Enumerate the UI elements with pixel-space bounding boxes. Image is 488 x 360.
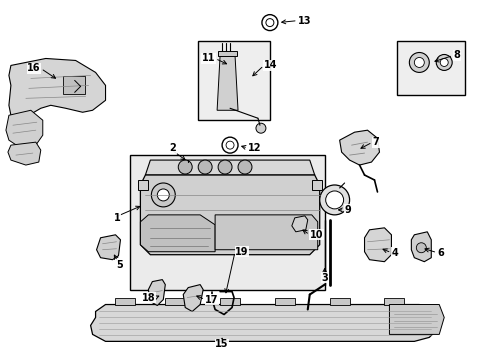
Text: 17: 17 <box>205 294 218 305</box>
Text: 18: 18 <box>142 293 155 302</box>
Circle shape <box>255 123 265 133</box>
Text: 3: 3 <box>321 273 327 283</box>
Polygon shape <box>148 280 165 306</box>
Polygon shape <box>145 160 314 175</box>
Text: 13: 13 <box>297 15 311 26</box>
Text: 11: 11 <box>201 54 215 63</box>
Circle shape <box>415 243 426 253</box>
Polygon shape <box>96 235 120 260</box>
Polygon shape <box>8 142 41 165</box>
Text: 10: 10 <box>309 230 323 240</box>
Circle shape <box>413 58 424 67</box>
Circle shape <box>198 160 212 174</box>
Text: 7: 7 <box>372 137 379 147</box>
Circle shape <box>325 191 343 209</box>
Bar <box>130 155 324 289</box>
Text: 4: 4 <box>390 248 397 258</box>
Polygon shape <box>410 232 430 262</box>
Circle shape <box>439 58 447 67</box>
Polygon shape <box>9 58 105 120</box>
Polygon shape <box>217 55 238 110</box>
Polygon shape <box>329 298 349 305</box>
Polygon shape <box>291 216 307 232</box>
Polygon shape <box>215 215 317 250</box>
Text: 12: 12 <box>247 143 261 153</box>
Polygon shape <box>6 110 42 148</box>
Polygon shape <box>311 180 321 190</box>
Polygon shape <box>90 305 438 341</box>
Circle shape <box>435 54 451 71</box>
Bar <box>198 41 269 120</box>
Circle shape <box>178 160 192 174</box>
Text: 15: 15 <box>215 339 228 349</box>
Circle shape <box>218 160 232 174</box>
Bar <box>62 76 84 94</box>
Text: 9: 9 <box>344 205 351 215</box>
Circle shape <box>151 183 175 207</box>
Circle shape <box>225 141 234 149</box>
Polygon shape <box>384 298 404 305</box>
Text: 2: 2 <box>169 143 176 153</box>
Text: 1: 1 <box>113 213 120 223</box>
Polygon shape <box>339 130 379 165</box>
Polygon shape <box>140 175 319 255</box>
Circle shape <box>265 19 273 27</box>
Circle shape <box>262 15 277 31</box>
Polygon shape <box>220 298 240 305</box>
Circle shape <box>222 137 238 153</box>
Circle shape <box>319 185 349 215</box>
Polygon shape <box>183 285 203 311</box>
Polygon shape <box>388 305 443 334</box>
Bar <box>397 41 464 95</box>
Text: 14: 14 <box>264 60 277 71</box>
Polygon shape <box>138 180 148 190</box>
Circle shape <box>408 53 428 72</box>
Polygon shape <box>165 298 185 305</box>
Circle shape <box>157 189 169 201</box>
Text: 6: 6 <box>436 248 443 258</box>
Polygon shape <box>274 298 294 305</box>
Text: 5: 5 <box>116 260 122 270</box>
Polygon shape <box>140 215 215 252</box>
Polygon shape <box>115 298 135 305</box>
Circle shape <box>238 160 251 174</box>
Text: 19: 19 <box>235 247 248 257</box>
Polygon shape <box>218 50 237 57</box>
Text: 8: 8 <box>452 50 459 60</box>
Text: 16: 16 <box>27 63 41 73</box>
Polygon shape <box>364 228 390 262</box>
